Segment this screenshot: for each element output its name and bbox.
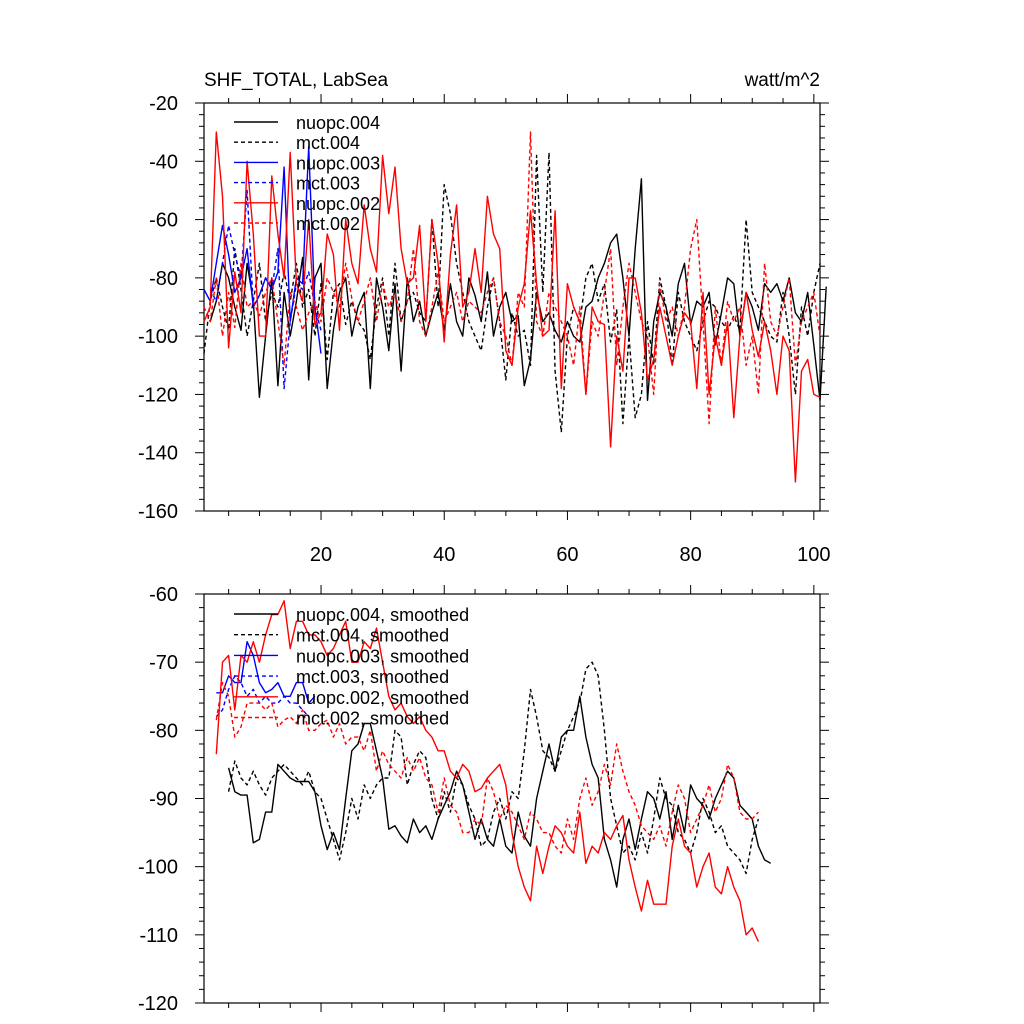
- bottom-chart-panel: -120 -110 -100 -90 -80 -70 -60 nuopc.004, smoo…: [138, 584, 829, 1015]
- series-line-nuopc-004: [209, 178, 827, 401]
- legend: nuopc.004mct.004nuopc.003mct.003nuopc.00…: [234, 113, 380, 234]
- chart-units: watt/m^2: [744, 70, 820, 91]
- legend-label: nuopc.003, smoothed: [296, 646, 469, 666]
- x-tick-labels: 20 40 60 80 100: [310, 544, 831, 566]
- series-line-nuopc-002-smoothed: [215, 600, 760, 942]
- series-lines: [215, 600, 772, 942]
- series-line-mct-004: [203, 151, 821, 433]
- y-tick-labels: -160 -140 -120 -100 -80 -60 -40 -20: [138, 93, 178, 523]
- x-tick-label: 20: [310, 544, 332, 566]
- y-tick-label: -120: [138, 993, 178, 1015]
- series-lines: [203, 131, 827, 483]
- series-line-mct-003: [209, 189, 322, 390]
- tick-marks: [195, 585, 829, 1012]
- y-tick-label: -100: [138, 326, 178, 348]
- x-tick-label: 80: [680, 544, 702, 566]
- top-chart-panel: SHF_TOTAL, LabSea watt/m^2 -160-140-120-…: [138, 70, 831, 566]
- legend-label: mct.002, smoothed: [296, 709, 449, 729]
- legend-label: mct.004: [296, 133, 360, 153]
- series-line-mct-004-smoothed: [227, 661, 760, 875]
- y-tick-label: -70: [149, 652, 178, 674]
- y-tick-label: -60: [149, 584, 178, 606]
- legend-label: nuopc.003: [296, 153, 380, 173]
- y-tick-label: -80: [149, 720, 178, 742]
- y-tick-label: -40: [149, 151, 178, 173]
- x-tick-label: 40: [433, 544, 455, 566]
- legend-label: mct.003: [296, 174, 360, 194]
- legend-label: nuopc.002, smoothed: [296, 688, 469, 708]
- series-line-nuopc-004-smoothed: [227, 695, 772, 888]
- y-tick-label: -90: [149, 789, 178, 811]
- y-tick-label: -60: [149, 210, 178, 232]
- y-tick-label: -80: [149, 268, 178, 290]
- x-tick-label: 60: [556, 544, 578, 566]
- series-line-mct-002: [203, 131, 821, 425]
- y-tick-label: -140: [138, 443, 178, 465]
- legend-label: nuopc.004: [296, 113, 380, 133]
- y-tick-label: -100: [138, 857, 178, 879]
- y-tick-labels: -120 -110 -100 -90 -80 -70 -60: [138, 584, 178, 1015]
- series-line-nuopc-003-smoothed: [216, 641, 316, 704]
- y-tick-label: -160: [138, 501, 178, 523]
- x-tick-label: 100: [797, 544, 830, 566]
- tick-marks: [195, 94, 829, 520]
- legend-label: nuopc.004, smoothed: [296, 605, 469, 625]
- legend-label: mct.003, smoothed: [296, 667, 449, 687]
- series-line-mct-002-smoothed: [215, 681, 759, 854]
- legend-label: nuopc.002: [296, 194, 380, 214]
- legend-label: mct.004, smoothed: [296, 626, 449, 646]
- chart-title: SHF_TOTAL, LabSea: [204, 70, 389, 91]
- y-tick-label: -110: [139, 925, 178, 947]
- legend-label: mct.002: [296, 214, 360, 234]
- y-tick-label: -20: [149, 93, 178, 115]
- y-tick-label: -120: [138, 384, 178, 406]
